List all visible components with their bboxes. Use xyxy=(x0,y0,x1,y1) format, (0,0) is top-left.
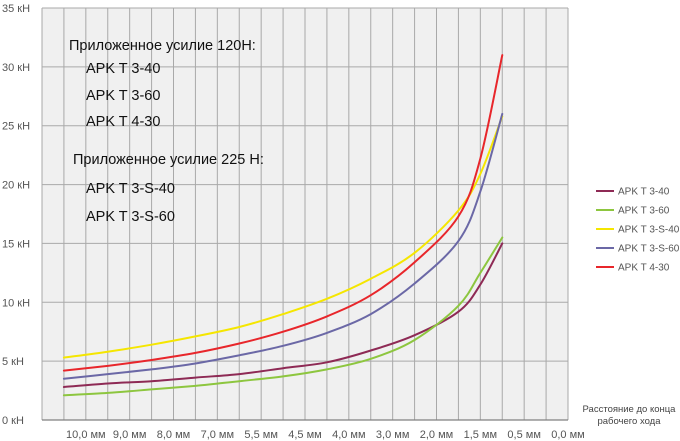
legend: APK T 3-40 APK T 3-60 APK T 3-S-40 APK T 3-… xyxy=(596,187,680,274)
x-axis-label-line: рабочего хода xyxy=(597,416,661,427)
y-tick-label: 5 кН xyxy=(2,356,24,368)
y-axis: 0 кН 5 кН 10 кН 15 кН 20 кН 25 кН 30 кН 35 кН xyxy=(2,3,30,427)
annotation-block: Приложенное усилие 120Н: APK T 3-40 APK T … xyxy=(69,38,264,225)
series-line xyxy=(62,54,504,372)
grid xyxy=(41,7,569,421)
x-axis-label-line: Расстояние до конца xyxy=(583,404,677,415)
y-tick-label: 35 кН xyxy=(2,3,30,15)
x-tick-label: 0,0 мм xyxy=(551,429,584,441)
x-tick-label: 2,0 мм xyxy=(420,429,453,441)
y-tick-label: 10 кН xyxy=(2,297,30,309)
annotation-line: APK T 3-S-60 xyxy=(86,209,175,225)
x-tick-label: 4,0 мм xyxy=(332,429,365,441)
annotation-line: APK T 3-40 xyxy=(86,61,160,77)
legend-label: APK T 3-S-60 xyxy=(618,244,680,255)
annotation-line: Приложенное усилие 225 Н: xyxy=(73,152,264,168)
x-tick-label: 5,5 мм xyxy=(244,429,277,441)
y-tick-label: 25 кН xyxy=(2,121,30,133)
x-tick-label: 7,0 мм xyxy=(201,429,234,441)
series-line xyxy=(62,236,504,397)
x-tick-label: 3,0 мм xyxy=(376,429,409,441)
annotation-line: APK T 3-S-40 xyxy=(86,181,175,197)
series-line xyxy=(62,115,504,359)
series-line xyxy=(62,242,504,388)
y-tick-label: 0 кН xyxy=(2,415,24,427)
legend-label: APK T 3-S-40 xyxy=(618,225,680,236)
series-line xyxy=(62,112,504,380)
legend-label: APK T 4-30 xyxy=(618,263,670,274)
x-tick-label: 0,5 мм xyxy=(507,429,540,441)
annotation-line: APK T 4-30 xyxy=(86,114,160,130)
y-tick-label: 15 кН xyxy=(2,238,30,250)
annotation-line: APK T 3-60 xyxy=(86,88,160,104)
x-tick-label: 9,0 мм xyxy=(113,429,146,441)
x-tick-label: 4,5 мм xyxy=(288,429,321,441)
legend-label: APK T 3-40 xyxy=(618,187,670,198)
x-axis: 10,0 мм 9,0 мм 8,0 мм 7,0 мм 5,5 мм 4,5 мм 4,0… xyxy=(66,429,585,441)
x-tick-label: 10,0 мм xyxy=(66,429,106,441)
annotation-line: Приложенное усилие 120Н: xyxy=(69,38,256,54)
legend-label: APK T 3-60 xyxy=(618,206,670,217)
x-tick-label: 8,0 мм xyxy=(157,429,190,441)
plot-series xyxy=(62,54,504,397)
y-tick-label: 20 кН xyxy=(2,180,30,192)
x-tick-label: 1,5 мм xyxy=(464,429,497,441)
y-tick-label: 30 кН xyxy=(2,62,30,74)
